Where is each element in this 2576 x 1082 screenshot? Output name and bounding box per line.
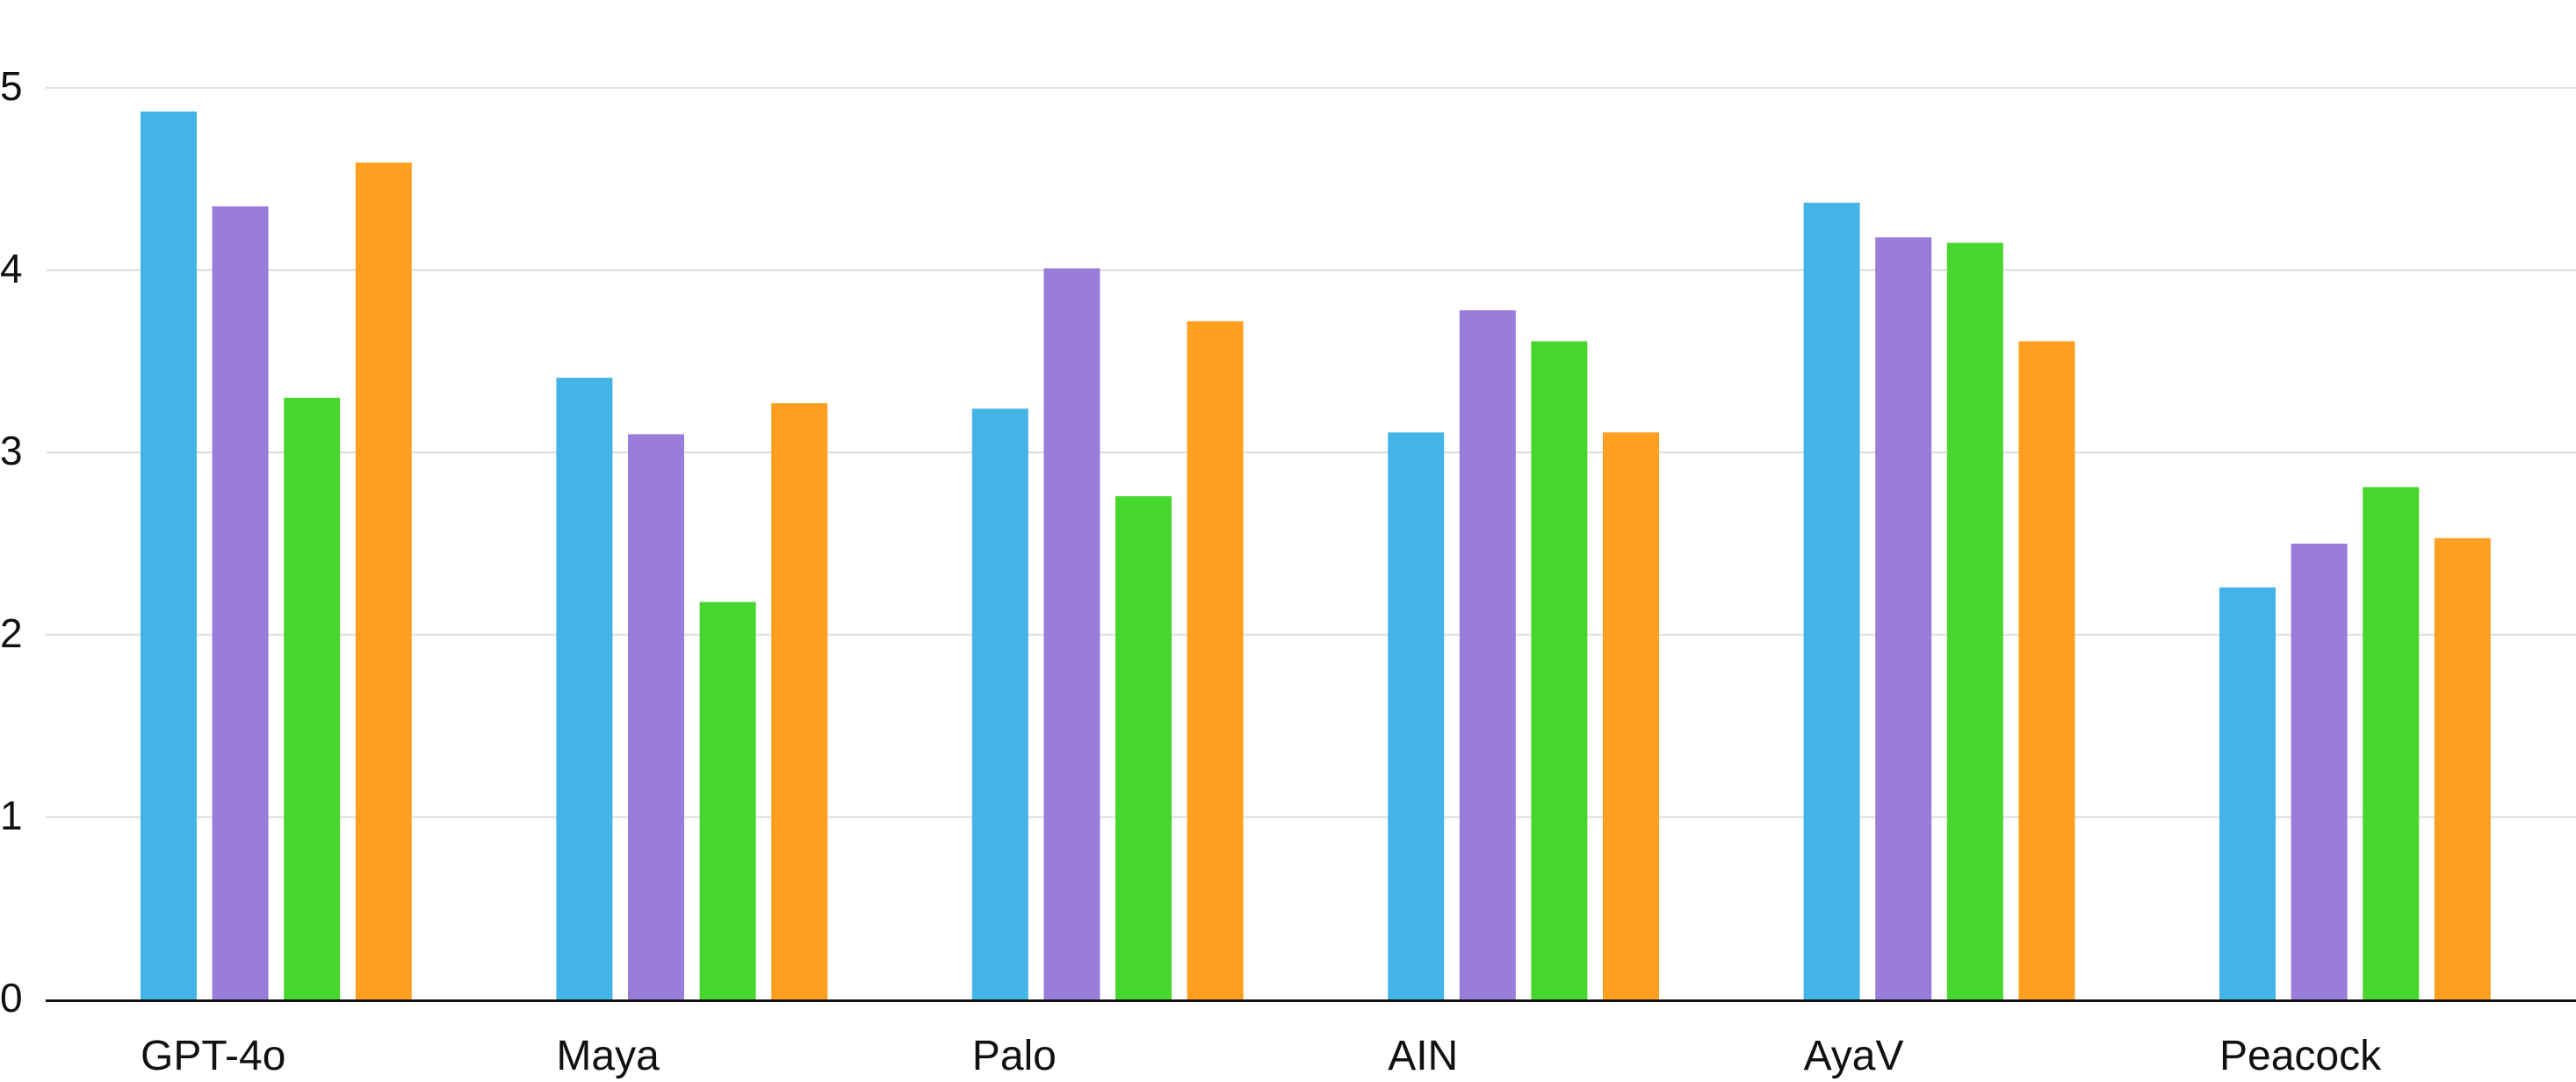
bar-peacock-s2 (2291, 544, 2348, 999)
bar-palo-s2 (1043, 268, 1100, 999)
bar-gpt-4o-s4 (355, 162, 412, 1000)
bar-ain-s3 (1531, 341, 1588, 1000)
bar-palo-s3 (1115, 496, 1172, 999)
bar-ayav-s1 (1803, 202, 1860, 1000)
x-category-label-ayav: AyaV (1804, 1033, 1904, 1079)
y-tick-label-2: 2 (0, 610, 23, 656)
x-category-label-maya: Maya (556, 1033, 660, 1079)
x-category-label-ain: AIN (1388, 1033, 1458, 1079)
bar-ayav-s4 (2018, 341, 2075, 1000)
x-category-label-peacock: Peacock (2219, 1033, 2382, 1079)
bar-ayav-s2 (1875, 237, 1932, 999)
bar-peacock-s3 (2363, 487, 2420, 999)
y-axis-tick-labels: 0 1 2 3 4 5 (0, 63, 23, 1021)
bar-gpt-4o-s1 (141, 111, 197, 1000)
bar-peacock-s4 (2434, 537, 2491, 999)
bar-maya-s2 (628, 434, 684, 999)
bar-palo-s4 (1187, 321, 1244, 999)
y-tick-label-1: 1 (0, 792, 23, 838)
bar-gpt-4o-s2 (212, 206, 269, 999)
bar-ain-s2 (1459, 310, 1516, 1000)
x-category-label-gpt-4o: GPT-4o (141, 1033, 285, 1079)
bar-maya-s4 (771, 403, 828, 999)
y-tick-label-3: 3 (0, 428, 23, 473)
bar-ayav-s3 (1946, 242, 2003, 1000)
y-tick-label-4: 4 (0, 246, 23, 292)
bar-ain-s1 (1388, 432, 1445, 999)
bar-maya-s1 (556, 378, 613, 1000)
bars (141, 111, 2491, 1000)
x-axis-category-labels: GPT-4o Maya Palo AIN AyaV Peacock (141, 1033, 2382, 1079)
bar-palo-s1 (971, 408, 1028, 1000)
x-category-label-palo: Palo (972, 1033, 1057, 1079)
bar-gpt-4o-s3 (284, 397, 341, 999)
gridlines (46, 87, 2576, 819)
bar-peacock-s1 (2219, 587, 2276, 999)
y-tick-label-5: 5 (0, 63, 23, 109)
bar-ain-s4 (1603, 432, 1659, 999)
bar-maya-s3 (699, 602, 756, 999)
y-tick-label-0: 0 (0, 975, 23, 1021)
